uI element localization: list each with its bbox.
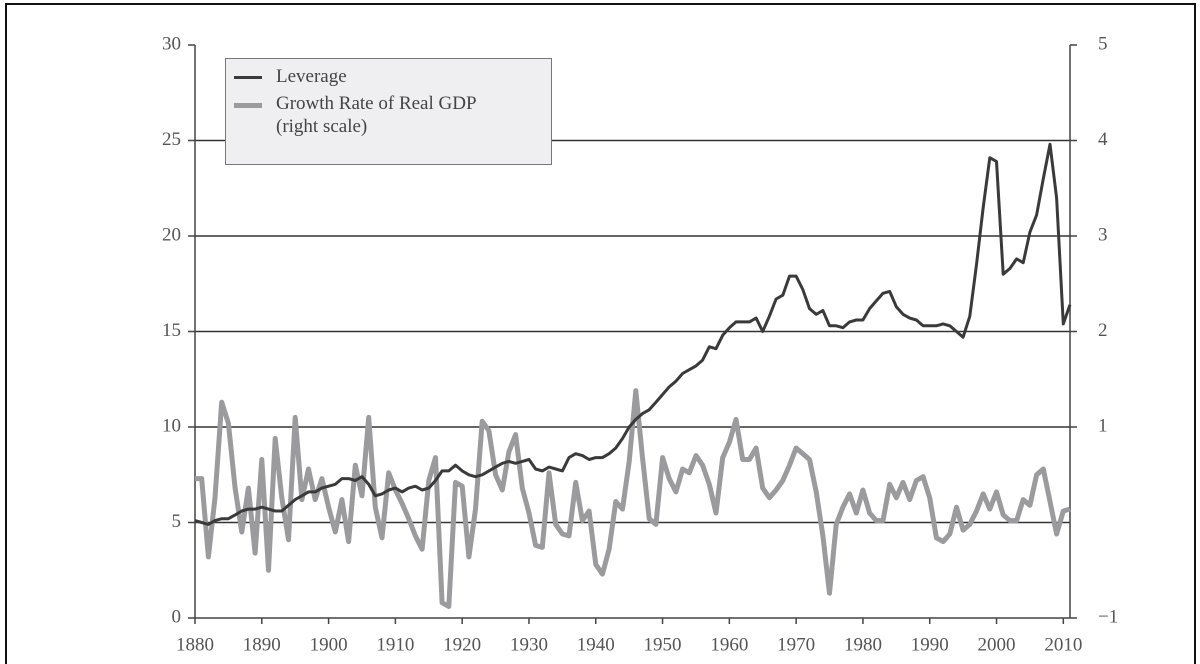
x-tick-label: 1900 [310,634,348,655]
x-tick-label: 1970 [777,634,815,655]
legend-swatch [234,76,262,79]
x-tick-label: 1920 [443,634,481,655]
y-tick-label: 25 [162,129,181,150]
x-tick-label: 1930 [510,634,548,655]
y-tick-label: 20 [162,224,181,245]
legend-label: Growth Rate of Real GDP (right scale) [276,93,476,137]
legend-entry: Leverage [226,65,551,88]
frame [5,3,1196,664]
x-tick-label: 1910 [376,634,414,655]
y2-tick-label: 1 [1098,415,1108,436]
legend-label: Leverage [276,66,347,87]
legend-swatch [234,103,262,108]
y2-tick-label: 3 [1098,224,1108,245]
y2-tick-label: 4 [1098,129,1108,150]
series-line [195,388,1071,609]
x-tick-label: 1880 [176,634,214,655]
x-tick-label: 2000 [978,634,1016,655]
x-tick-label: 1990 [911,634,949,655]
y-tick-label: 5 [172,511,182,532]
x-tick-label: 1940 [577,634,615,655]
y-tick-label: 0 [172,606,182,627]
y-tick-label: 30 [162,33,181,54]
y2-tick-label: 5 [1098,33,1108,54]
legend-entry: Growth Rate of Real GDP (right scale) [226,92,551,138]
y2-tick-label: −1 [1098,606,1118,627]
x-tick-label: 1950 [644,634,682,655]
x-tick-label: 1890 [243,634,281,655]
x-tick-label: 1960 [710,634,748,655]
y-tick-label: 10 [162,415,181,436]
x-tick-label: 2010 [1044,634,1082,655]
legend: Leverage Growth Rate of Real GDP (right … [225,58,552,165]
y2-tick-label: 2 [1098,320,1108,341]
series-line [194,142,1072,526]
y-tick-label: 15 [162,320,181,341]
x-tick-label: 1980 [844,634,882,655]
